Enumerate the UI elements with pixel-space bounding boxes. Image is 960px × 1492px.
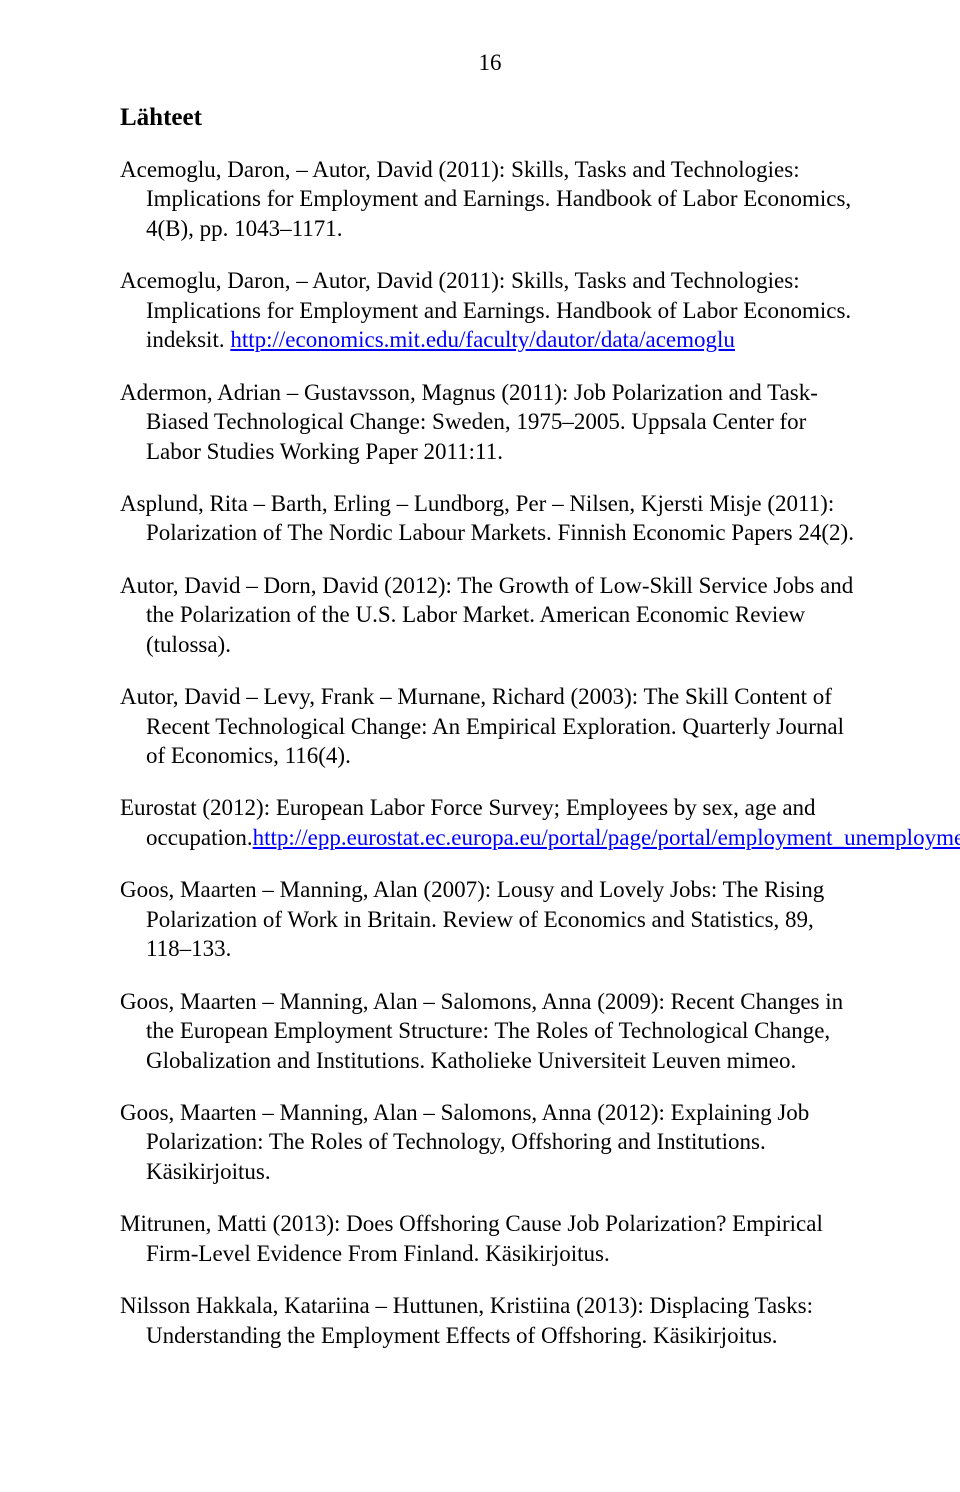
reference-text: Nilsson Hakkala, Katariina – Huttunen, K… xyxy=(120,1293,813,1347)
reference-text: Goos, Maarten – Manning, Alan – Salomons… xyxy=(120,1100,809,1184)
reference-text: Mitrunen, Matti (2013): Does Offshoring … xyxy=(120,1211,823,1265)
reference-entry: Autor, David – Levy, Frank – Murnane, Ri… xyxy=(120,682,860,770)
reference-entry: Acemoglu, Daron, – Autor, David (2011): … xyxy=(120,155,860,243)
reference-entry: Goos, Maarten – Manning, Alan – Salomons… xyxy=(120,987,860,1075)
reference-text: Asplund, Rita – Barth, Erling – Lundborg… xyxy=(120,491,854,545)
section-title: Lähteet xyxy=(120,104,860,132)
reference-entry: Acemoglu, Daron, – Autor, David (2011): … xyxy=(120,266,860,354)
reference-text: Acemoglu, Daron, – Autor, David (2011): … xyxy=(120,157,851,241)
reference-text: Autor, David – Dorn, David (2012): The G… xyxy=(120,573,853,657)
reference-entry: Goos, Maarten – Manning, Alan – Salomons… xyxy=(120,1098,860,1186)
reference-entry: Goos, Maarten – Manning, Alan (2007): Lo… xyxy=(120,875,860,963)
page-number: 16 xyxy=(120,50,860,76)
reference-link[interactable]: http://epp.eurostat.ec.europa.eu/portal/… xyxy=(253,825,960,850)
reference-entry: Autor, David – Dorn, David (2012): The G… xyxy=(120,571,860,659)
reference-entry: Mitrunen, Matti (2013): Does Offshoring … xyxy=(120,1209,860,1268)
references-list: Acemoglu, Daron, – Autor, David (2011): … xyxy=(120,155,860,1350)
reference-entry: Adermon, Adrian – Gustavsson, Magnus (20… xyxy=(120,378,860,466)
reference-link[interactable]: http://economics.mit.edu/faculty/dautor/… xyxy=(230,327,735,352)
reference-text: Goos, Maarten – Manning, Alan (2007): Lo… xyxy=(120,877,824,961)
page-container: 16 Lähteet Acemoglu, Daron, – Autor, Dav… xyxy=(0,0,960,1492)
reference-text: Autor, David – Levy, Frank – Murnane, Ri… xyxy=(120,684,844,768)
reference-entry: Eurostat (2012): European Labor Force Su… xyxy=(120,793,860,852)
reference-entry: Asplund, Rita – Barth, Erling – Lundborg… xyxy=(120,489,860,548)
reference-text: Adermon, Adrian – Gustavsson, Magnus (20… xyxy=(120,380,818,464)
reference-text: Goos, Maarten – Manning, Alan – Salomons… xyxy=(120,989,843,1073)
reference-entry: Nilsson Hakkala, Katariina – Huttunen, K… xyxy=(120,1291,860,1350)
